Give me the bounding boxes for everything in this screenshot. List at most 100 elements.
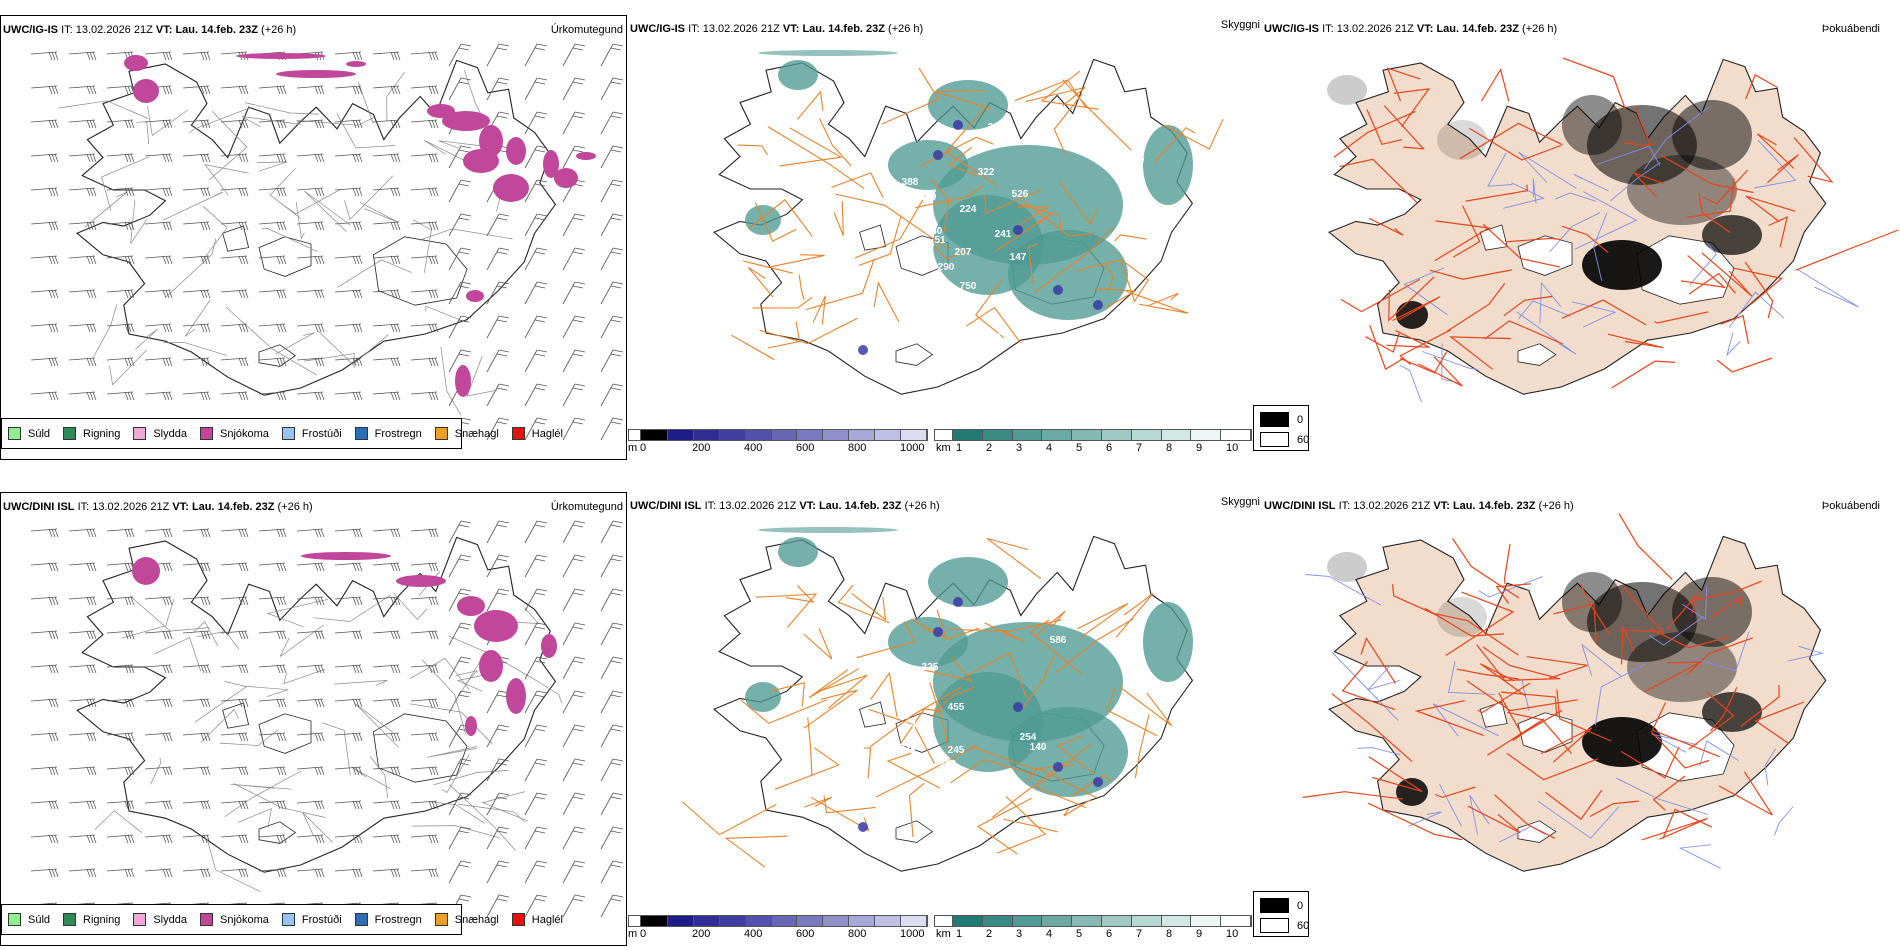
wind-barb xyxy=(220,868,249,878)
snow-area xyxy=(133,79,159,103)
wind-barb xyxy=(524,554,548,578)
road-line xyxy=(1482,223,1561,268)
wind-barb xyxy=(68,289,97,299)
wind-barb xyxy=(562,315,586,339)
legend-item-súld: Súld xyxy=(8,913,50,926)
wind-barb xyxy=(562,622,586,646)
wind-barb xyxy=(524,894,548,918)
road-line xyxy=(767,321,801,349)
road-line xyxy=(1053,93,1083,154)
visibility-value-label: 689 xyxy=(1128,155,1145,166)
road-line xyxy=(1333,110,1416,158)
wind-barb xyxy=(106,834,135,844)
road-line xyxy=(1554,192,1596,202)
road-line xyxy=(242,685,289,698)
road-line xyxy=(1120,261,1149,303)
wind-barb xyxy=(144,698,173,708)
wind-barb xyxy=(410,187,439,197)
legend-label: Slydda xyxy=(153,427,187,440)
wind-barb xyxy=(334,528,363,538)
visibility-tick-label: 7 xyxy=(1136,442,1143,454)
snow-area xyxy=(479,650,503,682)
wind-barb xyxy=(182,85,211,95)
road-line xyxy=(1388,276,1435,322)
wind-barb xyxy=(106,868,135,878)
visibility-colorbar: km 1 2 3 4 5 6 7 8 9 10 xyxy=(934,915,1256,945)
road-line xyxy=(109,349,147,386)
road-line xyxy=(344,175,394,221)
wind-barb xyxy=(68,834,97,844)
visibility-value-label: 335 xyxy=(988,122,1005,133)
wind-barb xyxy=(182,800,211,810)
road-line xyxy=(1650,730,1710,769)
wind-barb xyxy=(334,357,363,367)
low-ceiling-spot xyxy=(1013,225,1023,235)
wind-barb xyxy=(30,391,59,401)
road-line xyxy=(84,191,128,228)
road-line xyxy=(1147,292,1179,307)
wind-barb xyxy=(600,383,624,407)
road-line xyxy=(936,609,980,641)
wind-barb xyxy=(600,826,624,850)
wind-barb xyxy=(524,247,548,271)
road-line xyxy=(1445,591,1515,657)
road-line xyxy=(831,172,884,198)
road-line xyxy=(870,671,898,718)
it-label: IT: xyxy=(77,501,90,513)
road-line xyxy=(984,189,1041,214)
road-line xyxy=(1503,182,1545,209)
wind-barb xyxy=(334,834,363,844)
road-line xyxy=(1466,680,1578,712)
it-value: 13.02.2026 21Z xyxy=(702,23,780,35)
wind-barb xyxy=(334,868,363,878)
road-line xyxy=(1339,158,1418,204)
wind-barb xyxy=(600,860,624,884)
wind-barb xyxy=(486,554,510,578)
fog-area xyxy=(1627,632,1737,702)
model-name: UWC/IG-IS xyxy=(1264,23,1319,35)
road-line xyxy=(833,201,844,236)
road-line xyxy=(1654,311,1709,324)
road-line xyxy=(1710,596,1742,619)
visibility-colorbar-boxes xyxy=(934,915,1252,927)
legend-label: Frostúði xyxy=(301,427,342,440)
visibility-value-label: 601 xyxy=(930,127,947,138)
wind-barb xyxy=(562,792,586,816)
road-line xyxy=(304,190,351,232)
wind-barb xyxy=(562,349,586,373)
road-line xyxy=(425,305,466,323)
wind-barb xyxy=(30,323,59,333)
road-line xyxy=(816,674,868,709)
wind-barb xyxy=(182,664,211,674)
ceiling-tick-label: 600 xyxy=(796,928,815,940)
wind-barb xyxy=(220,289,249,299)
road-line xyxy=(1432,612,1519,656)
wind-barb xyxy=(296,323,325,333)
wind-barb xyxy=(562,894,586,918)
legend-label: Slydda xyxy=(153,913,187,926)
wind-barb xyxy=(486,826,510,850)
wind-barb xyxy=(372,732,401,742)
wind-barb xyxy=(296,596,325,606)
wind-barb xyxy=(486,792,510,816)
legend-swatch xyxy=(511,913,525,926)
wind-barb xyxy=(372,698,401,708)
road-line xyxy=(410,657,470,691)
wind-barb xyxy=(182,834,211,844)
road-line xyxy=(230,783,292,790)
road-line xyxy=(910,618,948,640)
snow-area xyxy=(442,111,490,131)
visibility-tick-label: 7 xyxy=(1136,928,1143,940)
colorbar-box xyxy=(719,916,746,926)
wind-barb xyxy=(562,554,586,578)
legend-label: Rigning xyxy=(83,913,121,926)
wind-barb xyxy=(486,247,510,271)
visibility-colorbar: km 1 2 3 4 5 6 7 8 9 10 xyxy=(934,429,1256,459)
road-line xyxy=(1331,651,1399,721)
visibility-value-label: 322 xyxy=(978,167,995,178)
wind-barb xyxy=(30,85,59,95)
glacier-outline xyxy=(1517,712,1573,753)
wind-barb xyxy=(600,656,624,680)
road-line xyxy=(1756,133,1795,169)
road-line xyxy=(163,191,224,221)
